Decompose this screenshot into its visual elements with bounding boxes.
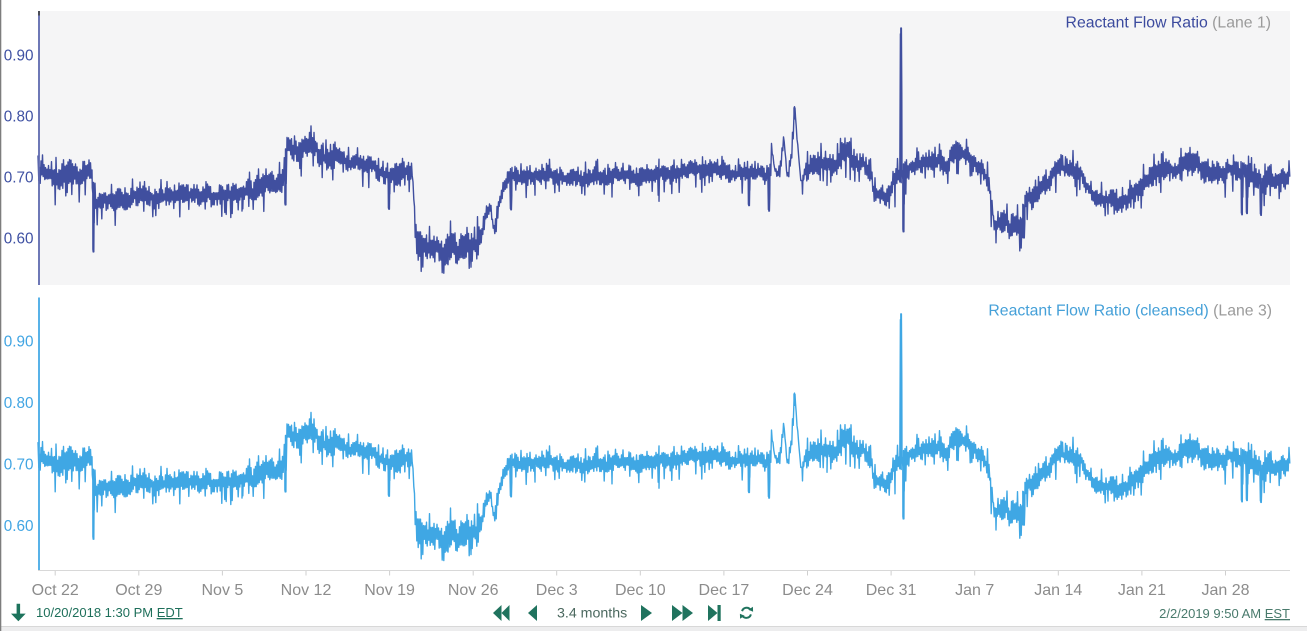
svg-text:Dec 3: Dec 3 bbox=[536, 582, 578, 599]
svg-text:Dec 31: Dec 31 bbox=[866, 582, 917, 599]
svg-text:2/2/2019 9:50 AM EST: 2/2/2019 9:50 AM EST bbox=[1159, 606, 1290, 621]
svg-text:Jan 28: Jan 28 bbox=[1201, 582, 1249, 599]
svg-text:Jan 7: Jan 7 bbox=[955, 582, 994, 599]
svg-text:0.80: 0.80 bbox=[4, 395, 34, 412]
svg-text:0.90: 0.90 bbox=[4, 334, 34, 351]
svg-text:Nov 19: Nov 19 bbox=[364, 582, 415, 599]
svg-text:Nov 26: Nov 26 bbox=[448, 582, 499, 599]
svg-text:Oct 29: Oct 29 bbox=[115, 582, 162, 599]
svg-text:Jan 21: Jan 21 bbox=[1118, 582, 1166, 599]
svg-text:0.90: 0.90 bbox=[4, 48, 34, 65]
svg-text:Oct 22: Oct 22 bbox=[32, 582, 79, 599]
svg-text:0.70: 0.70 bbox=[4, 457, 34, 474]
svg-text:0.60: 0.60 bbox=[4, 231, 34, 248]
svg-text:Reactant Flow Ratio (cleansed): Reactant Flow Ratio (cleansed) (Lane 3) bbox=[988, 303, 1272, 320]
svg-text:0.80: 0.80 bbox=[4, 109, 34, 126]
svg-text:Reactant Flow Ratio (Lane 1): Reactant Flow Ratio (Lane 1) bbox=[1066, 15, 1271, 32]
svg-text:Jan 14: Jan 14 bbox=[1034, 582, 1082, 599]
svg-text:10/20/2018 1:30 PM EDT: 10/20/2018 1:30 PM EDT bbox=[36, 605, 183, 620]
svg-text:0.60: 0.60 bbox=[4, 518, 34, 535]
svg-text:Nov 12: Nov 12 bbox=[281, 582, 332, 599]
svg-text:Nov 5: Nov 5 bbox=[202, 582, 244, 599]
svg-text:3.4 months: 3.4 months bbox=[557, 606, 627, 622]
svg-text:0.70: 0.70 bbox=[4, 170, 34, 187]
svg-text:Dec 17: Dec 17 bbox=[699, 582, 750, 599]
svg-text:Dec 10: Dec 10 bbox=[615, 582, 666, 599]
svg-text:Dec 24: Dec 24 bbox=[782, 582, 833, 599]
